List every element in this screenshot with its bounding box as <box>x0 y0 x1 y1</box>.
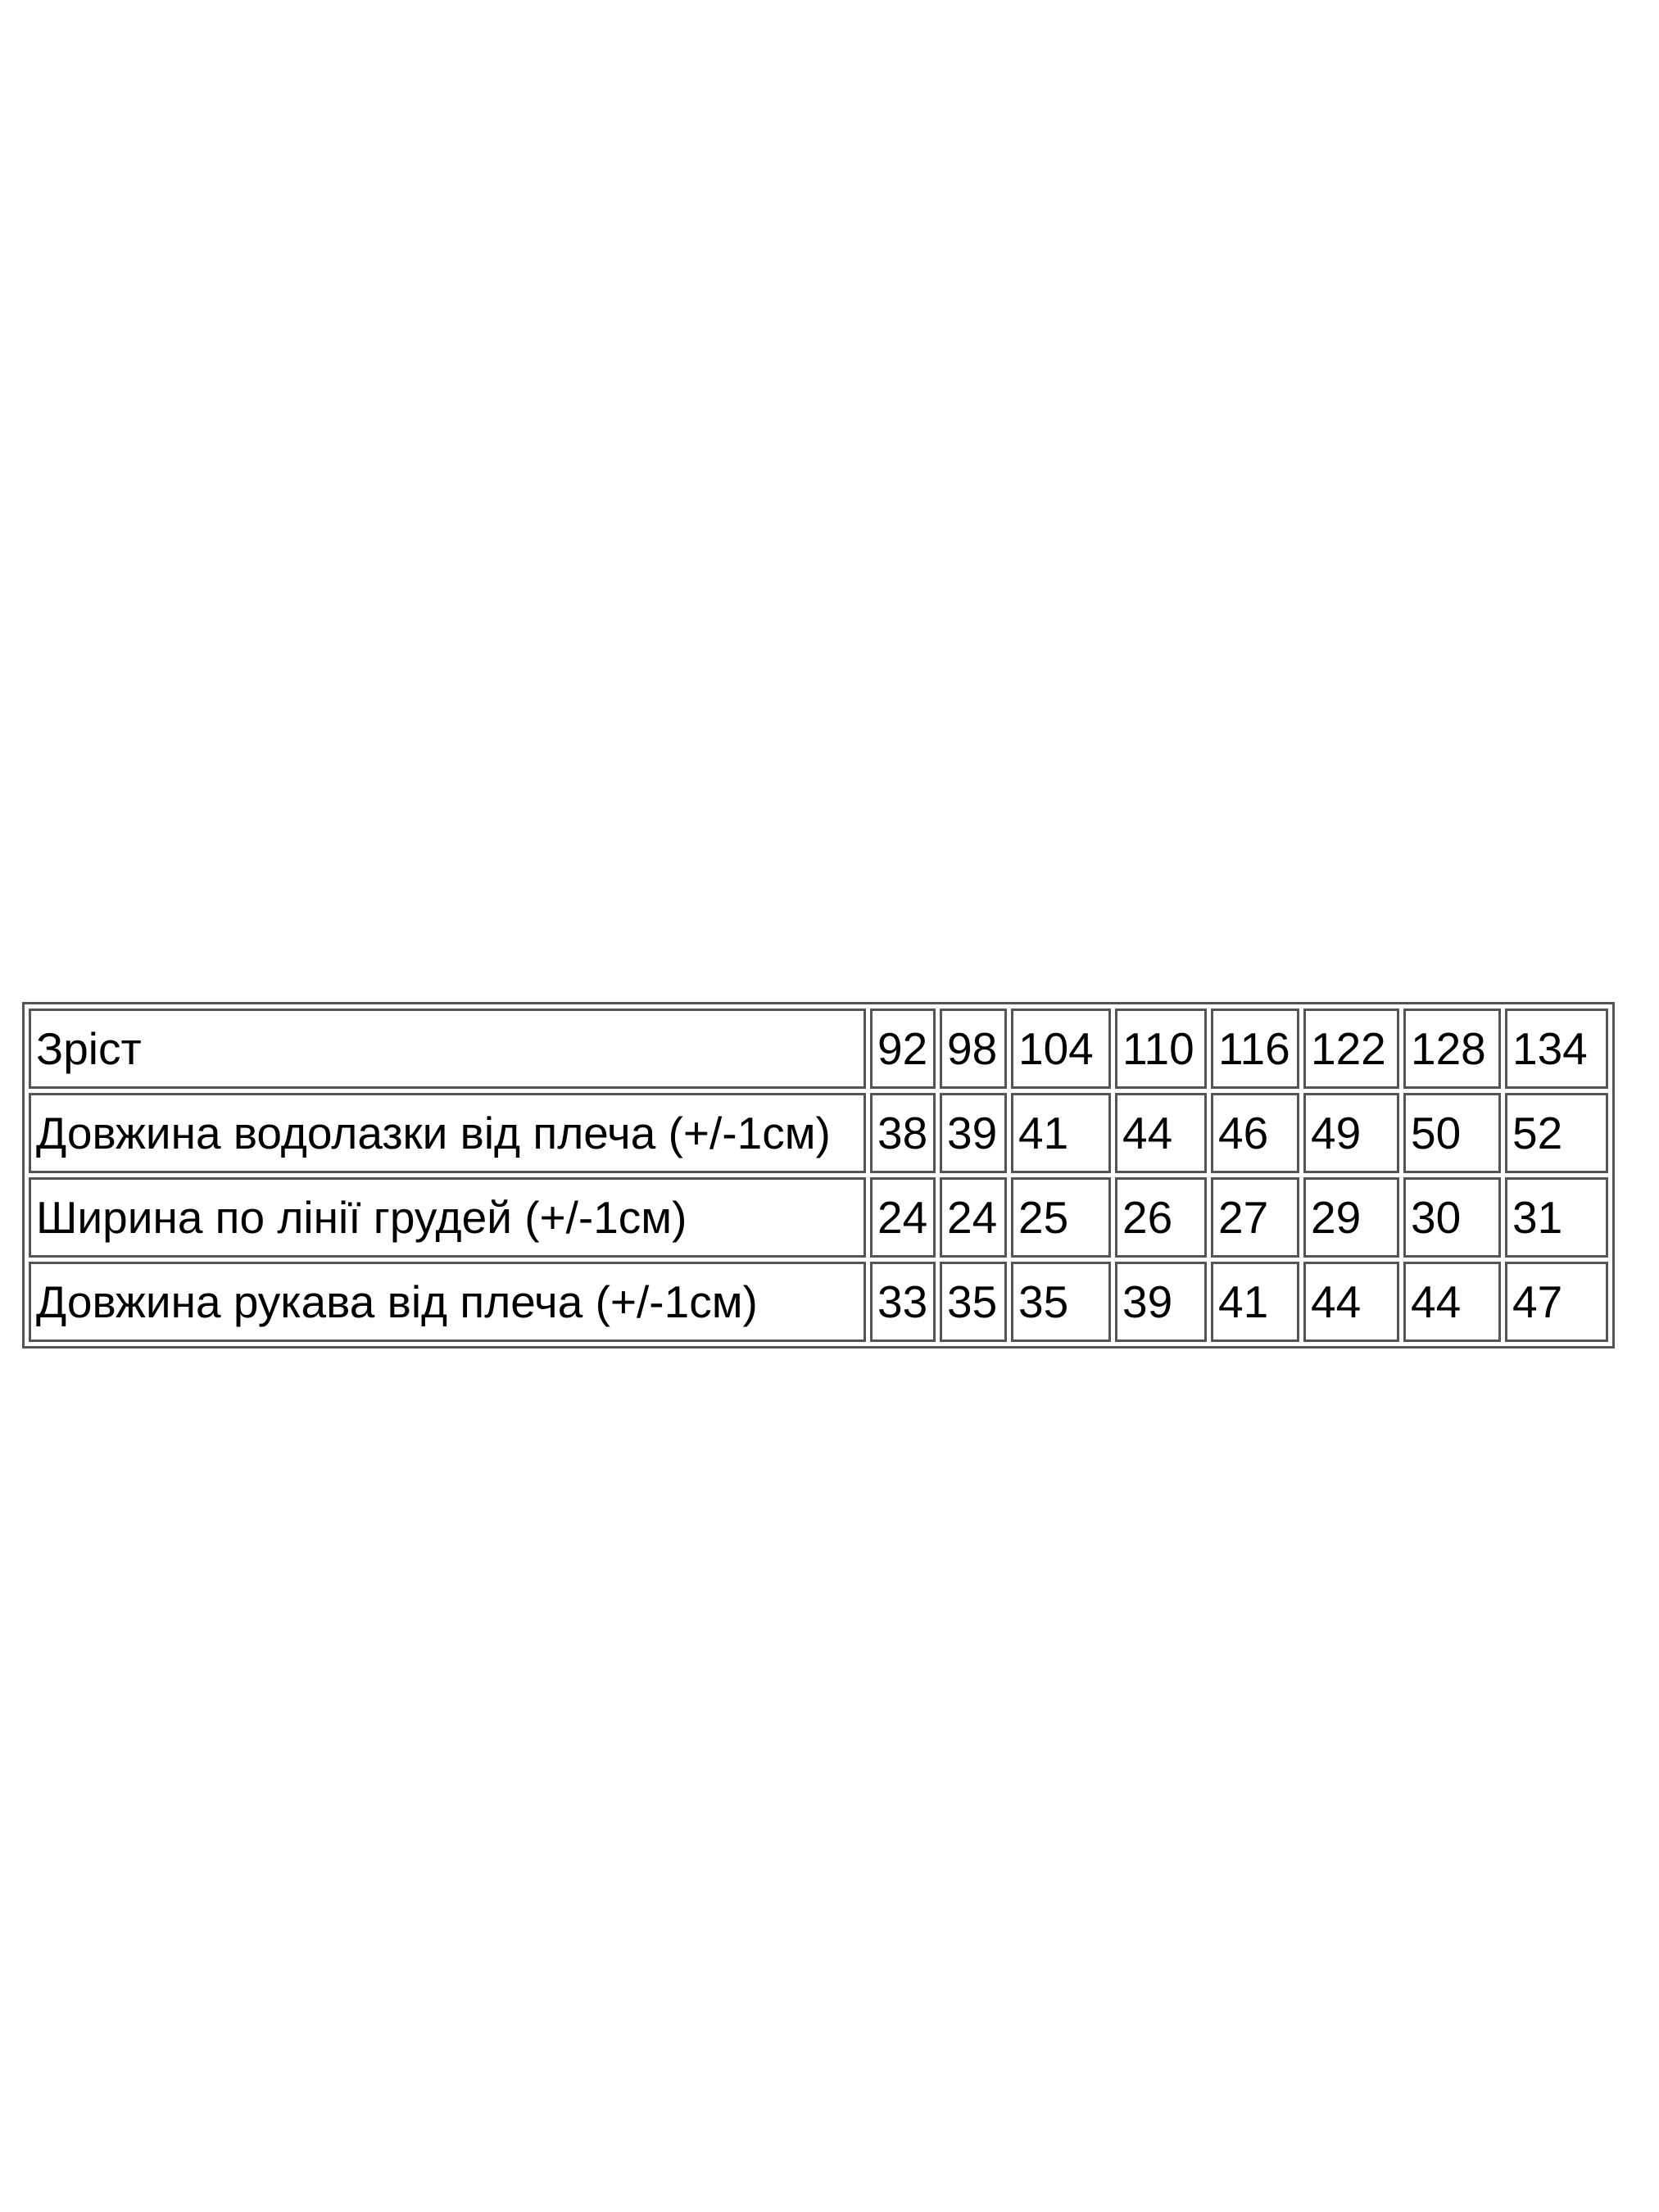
size-value-cell: 27 <box>1211 1177 1299 1258</box>
size-value-cell: 29 <box>1303 1177 1399 1258</box>
row-label-cell: Ширина по лінії грудей (+/-1см) <box>29 1177 866 1258</box>
size-value-cell: 41 <box>1011 1093 1111 1173</box>
size-value-cell: 92 <box>870 1009 936 1089</box>
size-value-cell: 44 <box>1115 1093 1207 1173</box>
size-value-cell: 47 <box>1505 1262 1608 1342</box>
size-value-cell: 49 <box>1303 1093 1399 1173</box>
size-value-cell: 41 <box>1211 1262 1299 1342</box>
size-chart-table: Зріст 92 98 104 110 116 122 128 134 Довж… <box>22 1002 1615 1349</box>
table-row-sleeve-length: Довжина рукава від плеча (+/-1см) 33 35 … <box>29 1262 1608 1342</box>
size-value-cell: 30 <box>1403 1177 1501 1258</box>
row-label-cell: Зріст <box>29 1009 866 1089</box>
size-value-cell: 25 <box>1011 1177 1111 1258</box>
row-label-cell: Довжина водолазки від плеча (+/-1см) <box>29 1093 866 1173</box>
size-value-cell: 46 <box>1211 1093 1299 1173</box>
table-row-chest-width: Ширина по лінії грудей (+/-1см) 24 24 25… <box>29 1177 1608 1258</box>
size-value-cell: 44 <box>1303 1262 1399 1342</box>
size-value-cell: 38 <box>870 1093 936 1173</box>
size-value-cell: 122 <box>1303 1009 1399 1089</box>
size-value-cell: 39 <box>940 1093 1007 1173</box>
size-value-cell: 39 <box>1115 1262 1207 1342</box>
size-value-cell: 26 <box>1115 1177 1207 1258</box>
size-value-cell: 35 <box>1011 1262 1111 1342</box>
size-value-cell: 50 <box>1403 1093 1501 1173</box>
table-row-turtleneck-length: Довжина водолазки від плеча (+/-1см) 38 … <box>29 1093 1608 1173</box>
size-value-cell: 35 <box>940 1262 1007 1342</box>
size-value-cell: 52 <box>1505 1093 1608 1173</box>
size-value-cell: 44 <box>1403 1262 1501 1342</box>
size-value-cell: 116 <box>1211 1009 1299 1089</box>
size-value-cell: 24 <box>940 1177 1007 1258</box>
row-label-cell: Довжина рукава від плеча (+/-1см) <box>29 1262 866 1342</box>
size-value-cell: 24 <box>870 1177 936 1258</box>
size-value-cell: 31 <box>1505 1177 1608 1258</box>
table-row-height: Зріст 92 98 104 110 116 122 128 134 <box>29 1009 1608 1089</box>
size-value-cell: 104 <box>1011 1009 1111 1089</box>
size-value-cell: 33 <box>870 1262 936 1342</box>
size-value-cell: 134 <box>1505 1009 1608 1089</box>
size-value-cell: 110 <box>1115 1009 1207 1089</box>
size-value-cell: 98 <box>940 1009 1007 1089</box>
size-value-cell: 128 <box>1403 1009 1501 1089</box>
